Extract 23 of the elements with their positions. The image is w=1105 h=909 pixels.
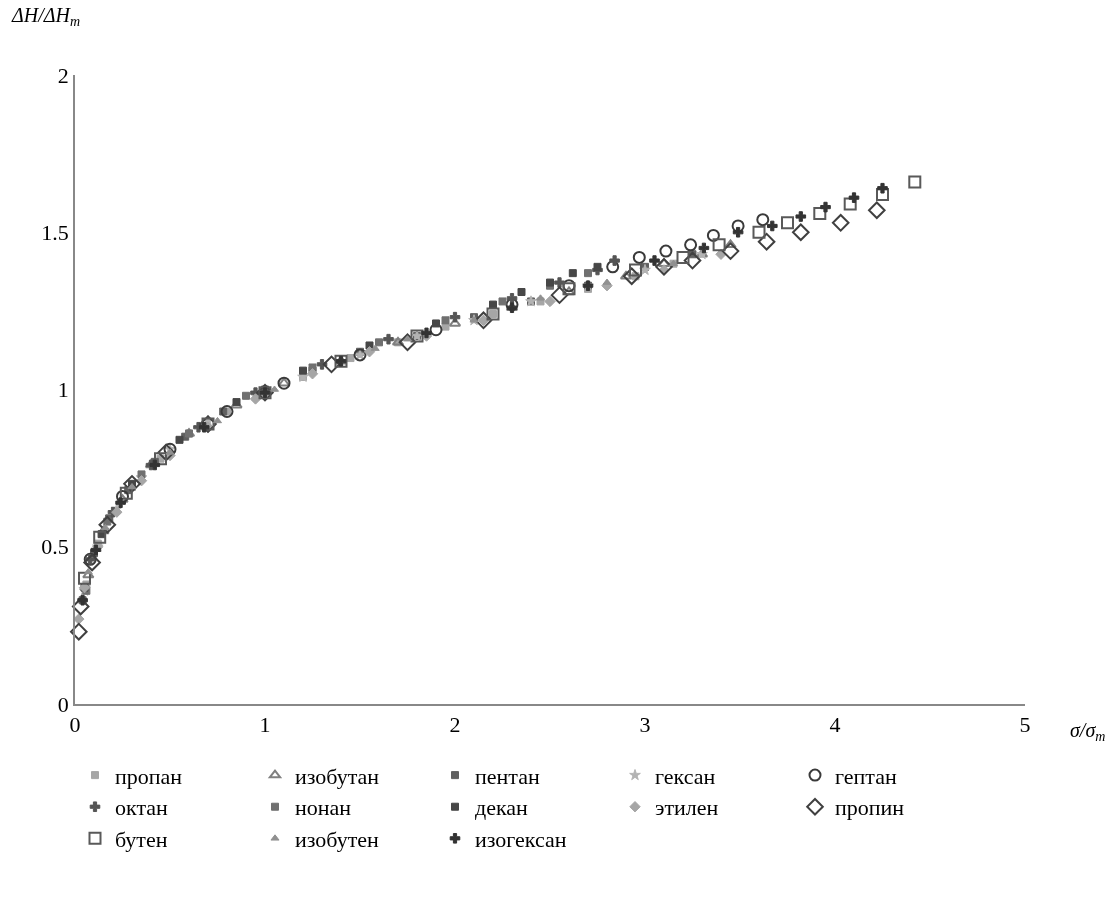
x-tick-label: 3 — [639, 712, 651, 738]
legend-label: изобутен — [295, 826, 380, 852]
x-tick-label: 2 — [449, 712, 461, 738]
legend-label: гептан — [835, 763, 897, 789]
legend-label: пропин — [835, 795, 905, 821]
x-tick-label: 4 — [829, 712, 841, 738]
y-tick-label: 1 — [57, 377, 69, 403]
y-tick-label: 0 — [57, 691, 69, 717]
legend-label: гексан — [655, 763, 716, 789]
y-axis-title: ΔH/ΔH$_{m}$ — [11, 4, 81, 30]
legend-label: изобутан — [295, 763, 380, 789]
y-tick-label: 0.5 — [41, 534, 69, 560]
x-tick-label: 5 — [1019, 712, 1031, 738]
legend-label: нонан — [295, 795, 352, 821]
legend-label: октан — [115, 795, 169, 821]
legend-label: декан — [475, 795, 529, 821]
legend-label: этилен — [655, 795, 719, 821]
legend-label: изогексан — [475, 826, 567, 852]
x-axis-title: σ/σ$_{m}$ — [1070, 719, 1105, 745]
y-tick-label: 1.5 — [41, 219, 69, 245]
x-tick-label: 1 — [259, 712, 271, 738]
y-tick-label: 2 — [57, 62, 69, 88]
legend-label: пропан — [115, 763, 183, 789]
